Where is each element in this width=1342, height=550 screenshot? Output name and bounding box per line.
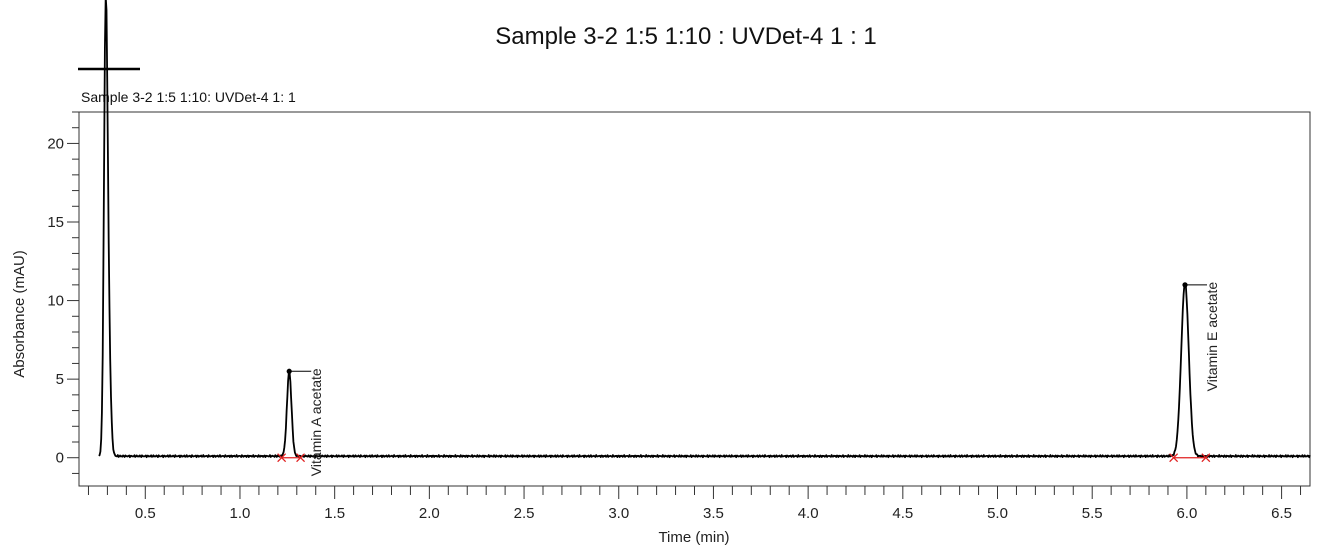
plot-frame — [78, 111, 1311, 487]
legend-label: Sample 3-2 1:5 1:10: UVDet-4 1: 1 — [81, 89, 296, 105]
x-tick-label: 2.5 — [514, 505, 535, 522]
x-tick-label: 1.0 — [230, 505, 251, 522]
peak-boundary-marker — [277, 453, 287, 463]
y-tick-label: 5 — [56, 371, 64, 388]
x-tick-label: 5.5 — [1082, 505, 1103, 522]
x-tick-label: 3.5 — [703, 505, 724, 522]
peak-boundary-marker — [1169, 453, 1179, 463]
y-axis: 0 5 10 15 20 — [47, 111, 79, 474]
peak-boundary-marker — [296, 453, 306, 463]
x-tick-label: 2.0 — [419, 505, 440, 522]
x-tick-label: 4.0 — [798, 505, 819, 522]
peak-label: Vitamin E acetate — [1204, 282, 1220, 392]
x-tick-label: 5.0 — [987, 505, 1008, 522]
x-tick-label: 6.5 — [1271, 505, 1292, 522]
plot-area: Vitamin A acetate Vitamin E acetate — [78, 0, 1311, 487]
y-tick-label: 10 — [47, 293, 64, 310]
x-axis: 0.5 1.0 1.5 2.0 2.5 3.0 3.5 4.0 4.5 5.0 5.5 6.0 6.5 — [87, 486, 1302, 522]
y-tick-label: 0 — [56, 450, 64, 467]
y-tick-label: 20 — [47, 135, 64, 152]
x-tick-label: 0.5 — [135, 505, 156, 522]
y-tick-label: 15 — [47, 214, 64, 231]
series-trace-1 — [98, 0, 1311, 459]
x-tick-label: 1.5 — [324, 505, 345, 522]
x-tick-label: 4.5 — [892, 505, 913, 522]
peak-label: Vitamin A acetate — [308, 368, 324, 476]
x-tick-label: 3.0 — [608, 505, 629, 522]
y-axis-label: Absorbance (mAU) — [11, 250, 28, 378]
x-tick-label: 6.0 — [1176, 505, 1197, 522]
chart-title: Sample 3-2 1:5 1:10 : UVDet-4 1 : 1 — [495, 23, 877, 50]
peak-boundary-marker — [1201, 453, 1211, 463]
x-axis-label: Time (min) — [658, 529, 729, 546]
